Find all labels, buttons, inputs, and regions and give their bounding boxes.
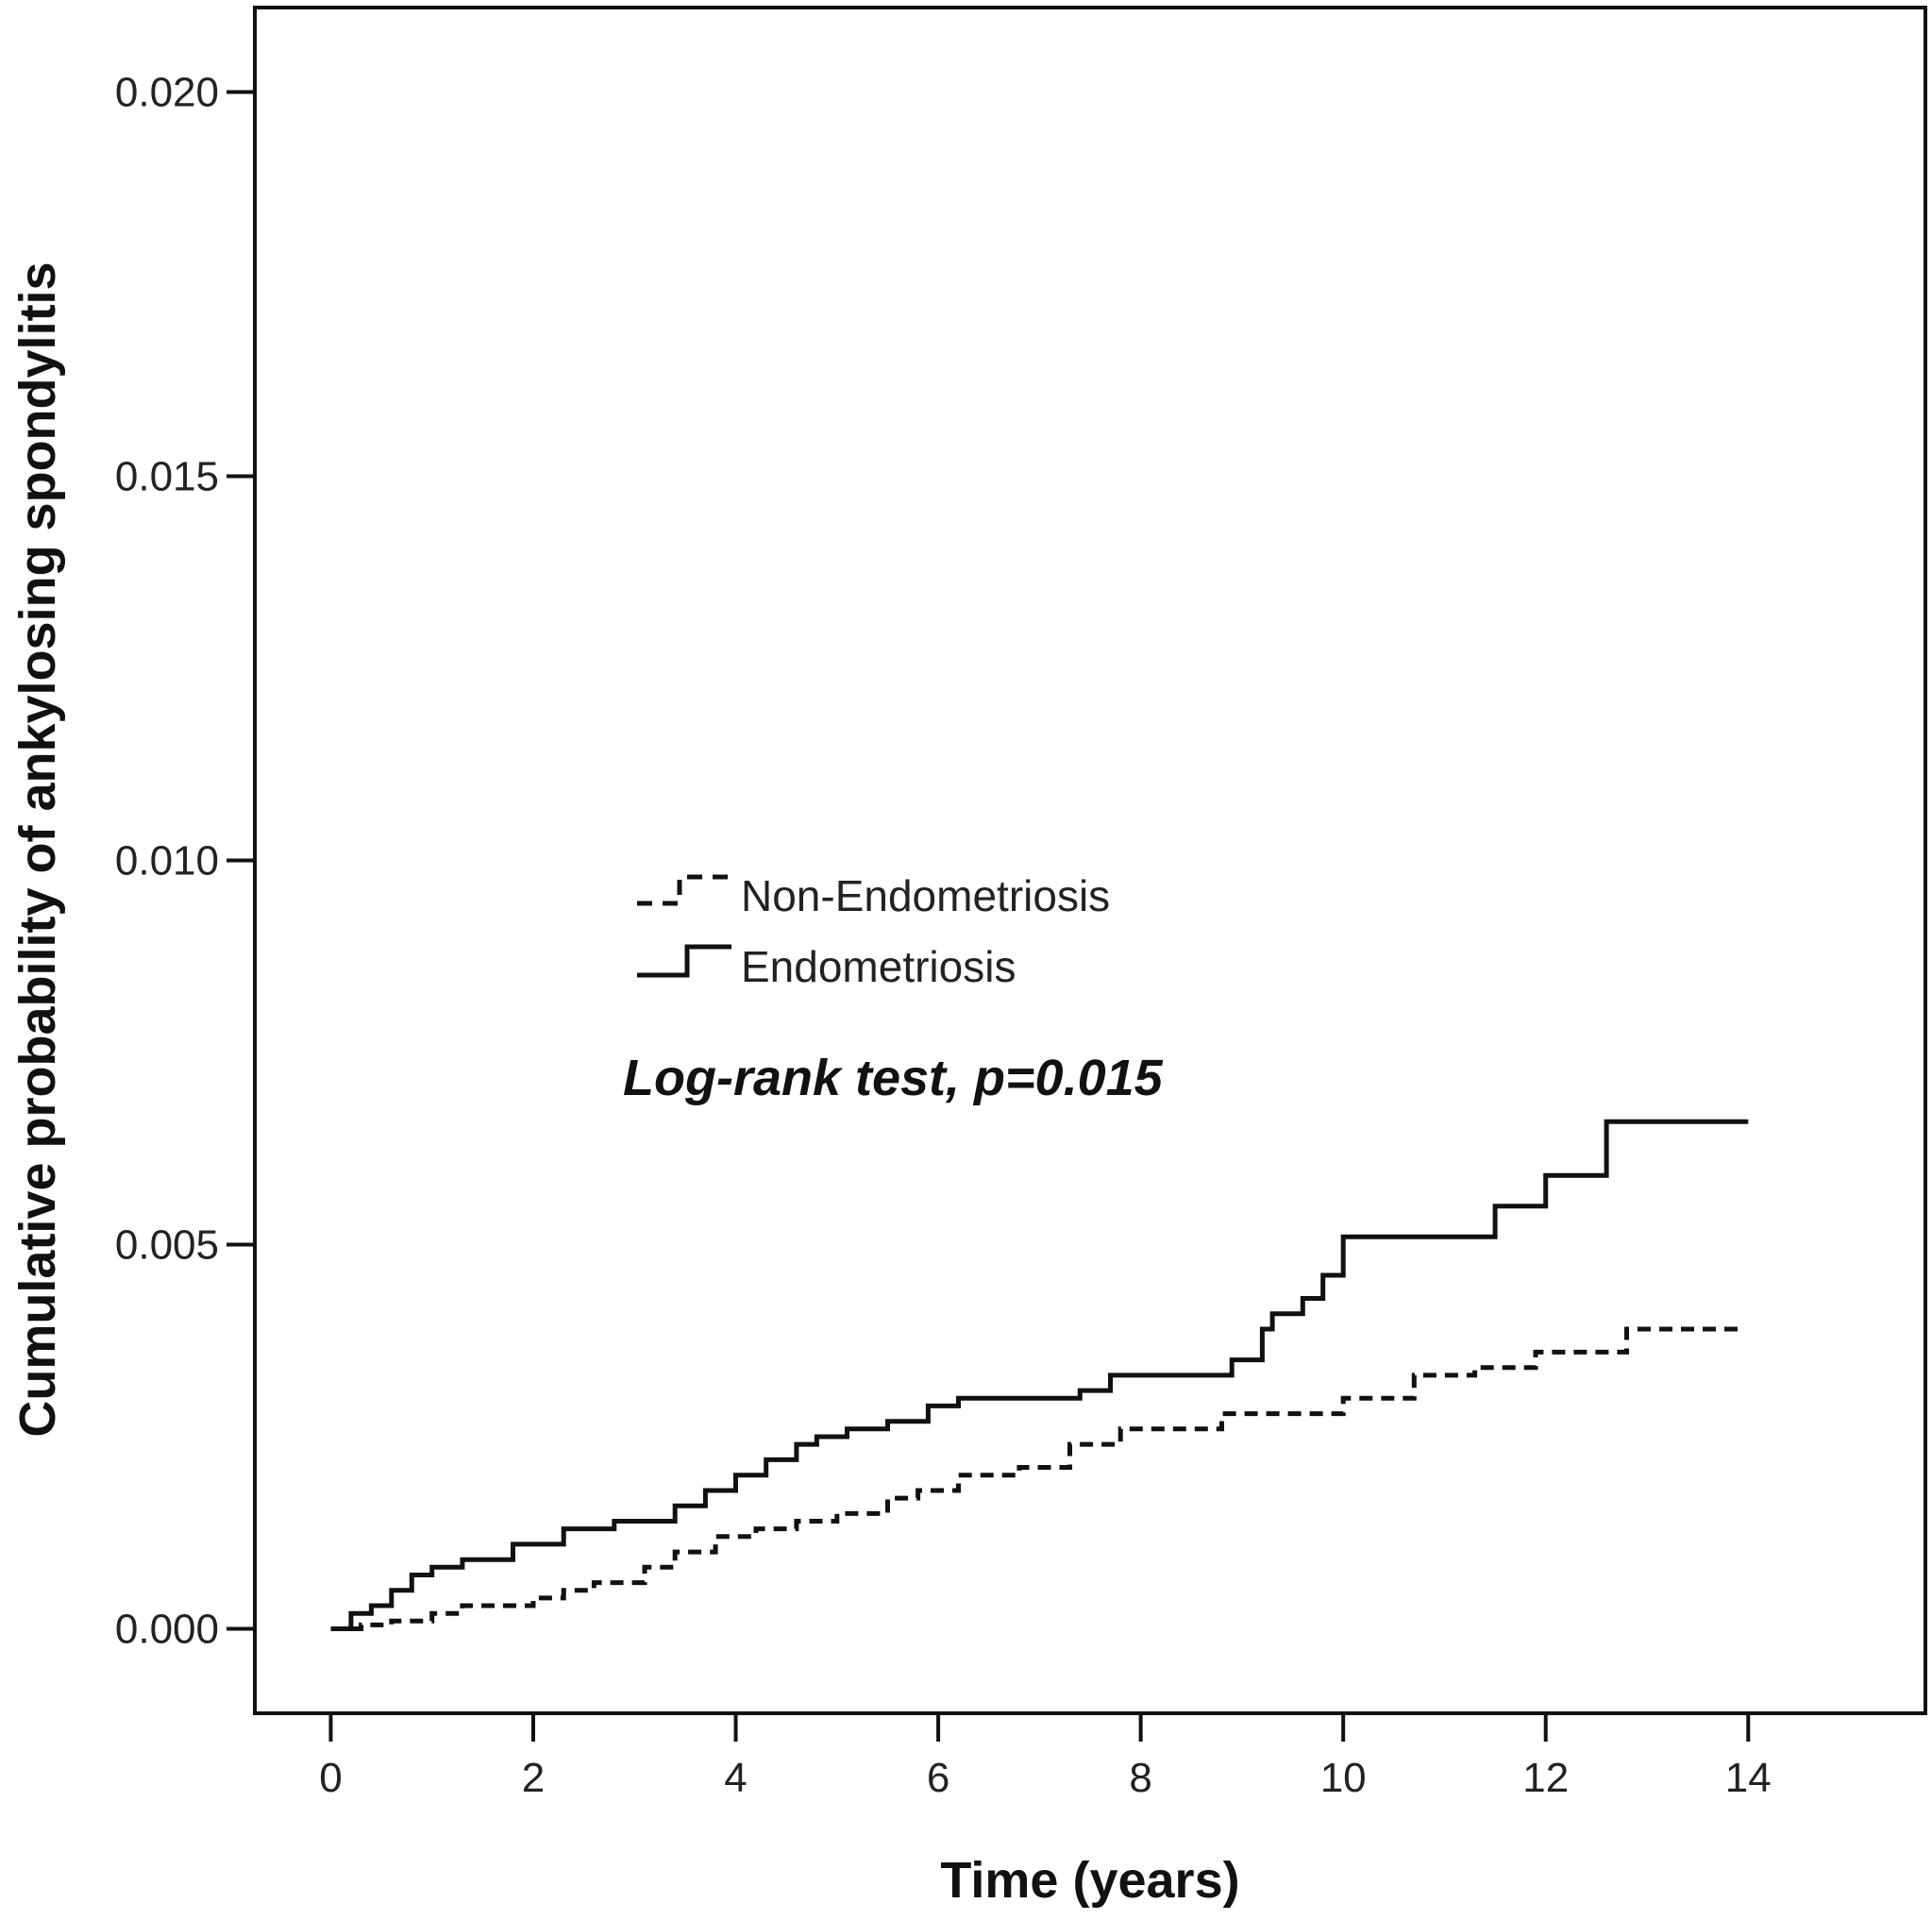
legend-label-endometriosis: Endometriosis bbox=[741, 942, 1016, 991]
x-tick-label: 2 bbox=[522, 1755, 545, 1801]
y-tick-label: 0.015 bbox=[115, 454, 219, 500]
x-axis-title: Time (years) bbox=[940, 1852, 1239, 1909]
x-tick-label: 8 bbox=[1129, 1755, 1151, 1801]
x-tick-label: 0 bbox=[319, 1755, 342, 1801]
log-rank-annotation: Log-rank test, p=0.015 bbox=[623, 1050, 1164, 1106]
x-tick-label: 6 bbox=[927, 1755, 949, 1801]
x-tick-label: 14 bbox=[1725, 1755, 1772, 1801]
y-axis-title: Cumulative probability of ankylosing spo… bbox=[9, 261, 66, 1437]
legend-swatch-endometriosis bbox=[637, 944, 731, 978]
legend-swatch-non-endometriosis bbox=[637, 874, 731, 906]
legend-label-non-endometriosis: Non-Endometriosis bbox=[741, 871, 1110, 920]
x-tick-label: 4 bbox=[724, 1755, 747, 1801]
legend: Non-Endometriosis Endometriosis bbox=[637, 871, 1110, 991]
series-line-endometriosis bbox=[330, 1119, 1749, 1631]
y-tick-label: 0.005 bbox=[115, 1221, 219, 1268]
y-tick-label: 0.010 bbox=[115, 838, 219, 884]
series-line-non-endometriosis bbox=[330, 1326, 1739, 1631]
x-tick-label: 10 bbox=[1320, 1755, 1367, 1801]
y-tick-label: 0.020 bbox=[115, 70, 219, 116]
plot-frame bbox=[253, 6, 1927, 1715]
x-tick-label: 12 bbox=[1522, 1755, 1569, 1801]
y-tick-label: 0.000 bbox=[115, 1606, 219, 1652]
